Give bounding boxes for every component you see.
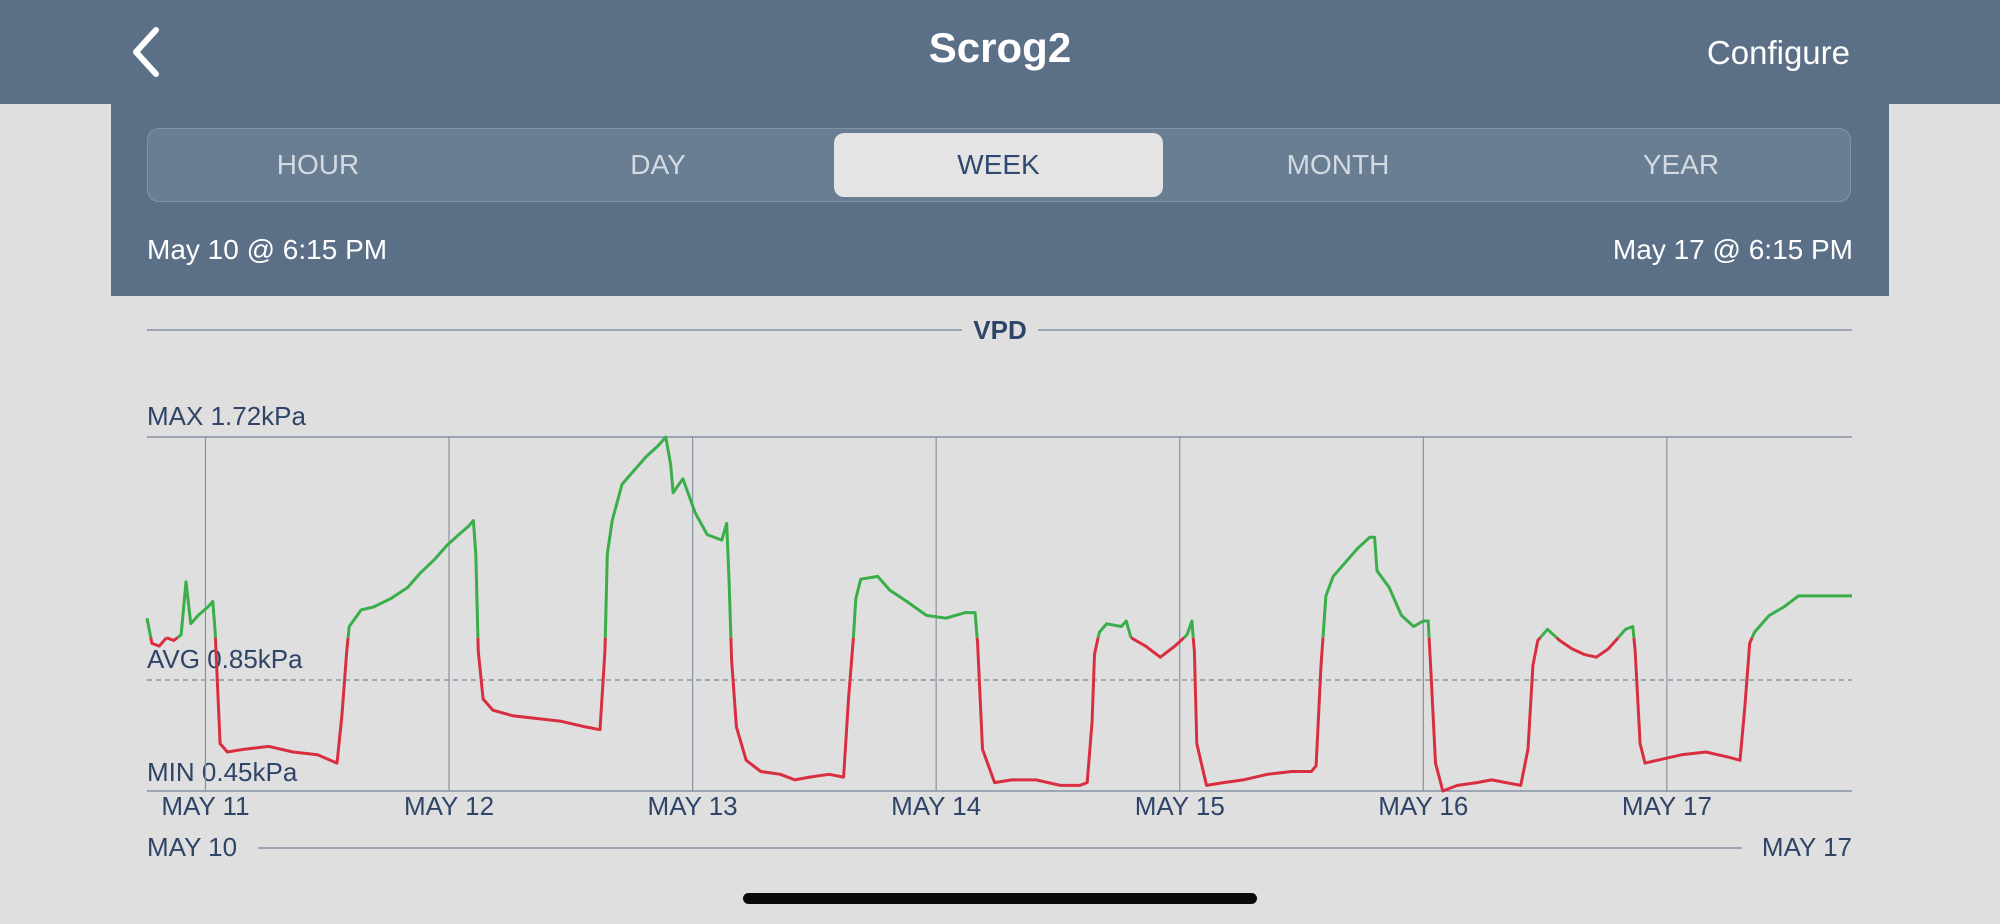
vpd-line-segment [1427, 636, 1542, 793]
vpd-line-segment [176, 580, 217, 639]
range-panel: HOUR DAY WEEK MONTH YEAR May 10 @ 6:15 P… [111, 104, 1889, 296]
time-range-selector: HOUR DAY WEEK MONTH YEAR [147, 128, 1851, 202]
min-label: MIN 0.45kPa [147, 757, 298, 787]
tab-week[interactable]: WEEK [834, 133, 1163, 197]
avg-label: AVG 0.85kPa [147, 644, 303, 674]
x-tick-label: MAY 14 [891, 791, 981, 821]
tab-hour[interactable]: HOUR [276, 149, 360, 180]
vpd-line-segment [1130, 636, 1186, 659]
vpd-series [145, 435, 1852, 793]
vpd-line-segment [1096, 619, 1133, 639]
tab-month[interactable]: MONTH [1286, 149, 1390, 180]
back-button[interactable] [118, 22, 178, 82]
max-label: MAX 1.72kPa [147, 401, 307, 431]
vpd-line-segment [476, 637, 607, 732]
x-tick-label: MAY 17 [1622, 791, 1712, 821]
x-tick-label: MAY 12 [404, 791, 494, 821]
chevron-left-icon [133, 27, 159, 77]
vpd-line-segment [975, 637, 1100, 787]
overview-end-label: MAY 17 [1762, 832, 1852, 862]
vpd-line-segment [729, 637, 855, 782]
vpd-line-segment [1617, 625, 1636, 639]
vpd-line-segment [1182, 619, 1195, 639]
tab-year[interactable]: YEAR [1642, 149, 1720, 180]
range-end-label: May 17 @ 6:15 PM [1612, 234, 1853, 265]
x-tick-label: MAY 11 [161, 791, 249, 821]
vpd-line-segment [145, 617, 153, 638]
vpd-line-segment [1555, 636, 1620, 659]
vpd-chart: VPD MAX 1.72kPa AVG 0.85kPa MIN 0.45kPa … [145, 315, 1852, 862]
x-tick-label: MAY 13 [648, 791, 738, 821]
vpd-line-segment [1539, 627, 1558, 639]
tab-day[interactable]: DAY [630, 149, 686, 180]
vpd-line-segment [1750, 594, 1852, 639]
vpd-line-segment [1321, 535, 1431, 638]
configure-button[interactable]: Configure [1706, 34, 1850, 71]
vpd-line-segment [165, 636, 179, 642]
chart-title: VPD [973, 315, 1026, 345]
day-gridlines [204, 437, 1668, 791]
vpd-line-segment [213, 637, 350, 765]
nav-bar: Scrog2 Configure [0, 0, 2000, 104]
vpd-line-segment [1191, 637, 1325, 787]
home-indicator[interactable] [743, 893, 1257, 904]
vpd-line-segment [851, 574, 979, 638]
vpd-line-segment [149, 636, 168, 648]
range-start-label: May 10 @ 6:15 PM [147, 234, 388, 265]
x-tick-labels: MAY 11 MAY 12 MAY 13 MAY 14 MAY 15 MAY 16 MAY … [161, 791, 1712, 821]
vpd-line-segment [346, 519, 480, 638]
vpd-line-segment [603, 435, 733, 638]
overview-start-label: MAY 10 [147, 832, 237, 862]
vpd-line-segment [1632, 637, 1754, 765]
x-tick-label: MAY 15 [1135, 791, 1225, 821]
page-title: Scrog2 [928, 24, 1072, 71]
x-tick-label: MAY 16 [1378, 791, 1468, 821]
